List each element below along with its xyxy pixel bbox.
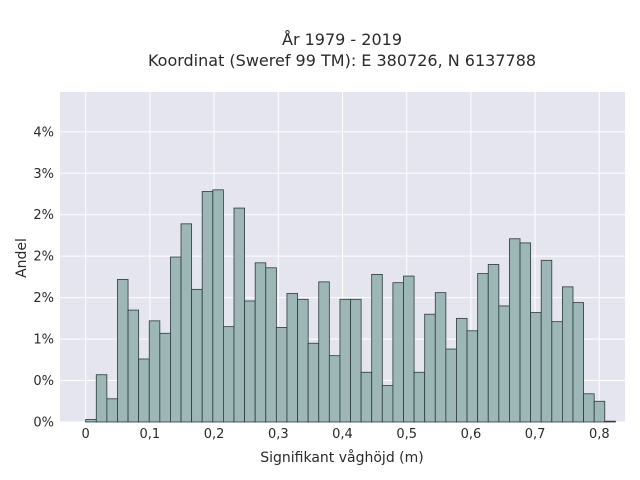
histogram-bar	[275, 327, 288, 423]
x-tick-label: 0	[82, 427, 90, 442]
y-tick-label: 2%	[33, 208, 54, 223]
x-tick-label: 0,8	[589, 427, 610, 442]
histogram-bar	[540, 259, 553, 423]
histogram-bar	[85, 419, 97, 423]
chart-title-line1: År 1979 - 2019	[282, 30, 402, 49]
histogram-bar	[604, 420, 616, 423]
x-tick-label: 0,7	[525, 427, 546, 442]
histogram-bar	[350, 298, 362, 423]
histogram-bar	[360, 371, 373, 423]
x-tick-label: 0,4	[332, 427, 353, 442]
histogram-bar	[106, 398, 118, 423]
histogram-bar	[509, 238, 521, 423]
histogram-bar	[339, 298, 351, 423]
histogram-bar	[286, 293, 298, 423]
histogram-bar	[562, 286, 574, 423]
chart-title-line2: Koordinat (Sweref 99 TM): E 380726, N 61…	[148, 51, 536, 70]
x-tick-label: 0,6	[461, 427, 482, 442]
histogram-bar	[424, 313, 436, 423]
histogram-bar	[318, 281, 330, 423]
histogram-bar	[445, 348, 457, 423]
y-tick-labels: 0% 0% 1% 2% 2% 2% 3% 4%	[33, 125, 54, 430]
histogram-bar	[212, 189, 224, 423]
histogram-bar	[244, 300, 256, 423]
histogram-bar	[265, 267, 277, 423]
bars	[85, 189, 616, 423]
histogram-bar	[572, 302, 584, 423]
histogram-bar	[180, 223, 193, 423]
histogram-bar	[233, 207, 245, 423]
y-tick-label: 1%	[33, 333, 54, 348]
histogram-bar	[434, 292, 447, 423]
y-tick-label: 4%	[33, 125, 54, 140]
histogram-bar	[201, 191, 214, 423]
histogram-bar	[466, 330, 479, 423]
x-tick-label: 0,1	[140, 427, 161, 442]
histogram-bar	[170, 256, 182, 423]
y-tick-label: 2%	[33, 291, 54, 306]
histogram-bar	[148, 320, 161, 423]
histogram-bar	[307, 342, 320, 423]
histogram-bar	[530, 312, 542, 423]
histogram-bar	[519, 242, 532, 423]
histogram-bar	[583, 393, 595, 423]
histogram-bar	[498, 305, 510, 423]
histogram-bar	[95, 374, 108, 423]
histogram-bar	[593, 400, 606, 423]
histogram-bar	[487, 264, 500, 423]
x-tick-label: 0,2	[204, 427, 225, 442]
histogram-bar	[159, 332, 171, 423]
histogram-bar	[413, 371, 426, 423]
histogram-bar	[223, 326, 235, 423]
histogram-bar	[403, 275, 415, 423]
histogram-bar	[254, 262, 267, 423]
histogram-bar	[371, 274, 383, 423]
histogram-bar	[381, 385, 394, 423]
y-axis-label: Andel	[14, 238, 30, 278]
histogram-bar	[551, 321, 563, 423]
x-tick-labels: 0 0,1 0,2 0,3 0,4 0,5 0,6 0,7 0,8	[82, 427, 610, 442]
histogram-bar	[477, 273, 489, 423]
histogram-bar	[191, 288, 203, 423]
histogram-bar	[117, 278, 129, 423]
histogram-bar	[456, 317, 468, 423]
y-tick-label: 3%	[33, 167, 54, 182]
histogram-bar	[392, 282, 404, 423]
histogram-bar	[138, 358, 150, 423]
histogram-bar	[328, 355, 341, 423]
histogram-bar	[127, 309, 140, 423]
y-tick-label: 2%	[33, 250, 54, 265]
x-tick-label: 0,5	[396, 427, 417, 442]
x-axis-label: Signifikant våghöjd (m)	[260, 449, 423, 466]
x-tick-label: 0,3	[268, 427, 289, 442]
histogram-bar	[297, 298, 309, 423]
y-tick-label: 0%	[33, 416, 54, 431]
y-tick-label: 0%	[33, 374, 54, 389]
